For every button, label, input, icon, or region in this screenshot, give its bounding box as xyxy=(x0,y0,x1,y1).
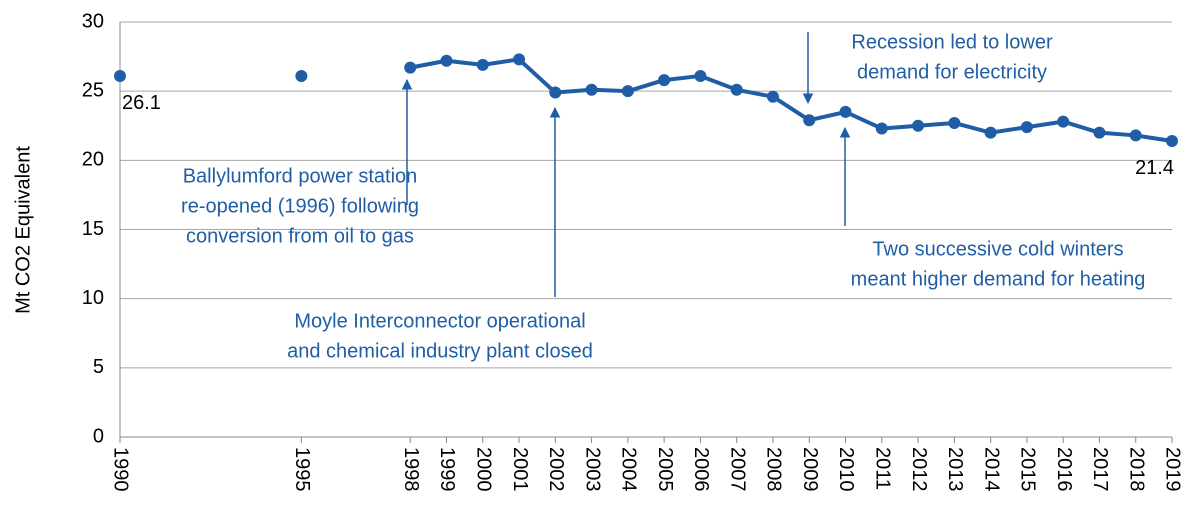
x-tick-label: 2008 xyxy=(763,447,785,492)
x-tick-label: 2014 xyxy=(980,447,1002,491)
annotation: and chemical industry plant closed xyxy=(287,340,593,362)
x-tick-label: 2011 xyxy=(872,447,894,490)
y-tick-label: 15 xyxy=(82,218,104,240)
data-label: 26.1 xyxy=(122,92,161,114)
y-axis-label: Mt CO2 Equivalent xyxy=(12,146,34,314)
data-point xyxy=(295,69,308,82)
data-point xyxy=(912,119,925,132)
x-tick-label: 2018 xyxy=(1125,447,1147,492)
annotation: re-opened (1996) following xyxy=(181,195,419,217)
data-point xyxy=(984,126,997,139)
annotation: Two successive cold winters xyxy=(872,238,1123,260)
data-point xyxy=(513,53,526,66)
x-tick-label: 1999 xyxy=(436,447,458,492)
y-tick-label: 25 xyxy=(82,79,104,101)
annotation: Recession led to lower xyxy=(851,31,1053,53)
data-point xyxy=(621,85,634,98)
data-point xyxy=(549,86,562,99)
x-tick-label: 2006 xyxy=(690,447,712,492)
data-label: 21.4 xyxy=(1135,157,1174,179)
x-tick-label: 2015 xyxy=(1017,447,1039,492)
data-point xyxy=(476,58,489,71)
data-point xyxy=(1129,129,1142,142)
annotation: demand for electricity xyxy=(857,61,1047,83)
x-tick-label: 2019 xyxy=(1162,447,1184,492)
y-tick-label: 30 xyxy=(82,10,104,32)
annotation: meant higher demand for heating xyxy=(851,268,1146,290)
x-tick-label: 1998 xyxy=(400,447,422,492)
data-point xyxy=(1020,121,1033,134)
y-tick-label: 5 xyxy=(93,356,104,378)
x-tick-label: 1995 xyxy=(291,447,313,492)
data-point xyxy=(948,116,961,129)
data-point xyxy=(875,122,888,135)
x-tick-label: 2007 xyxy=(726,447,748,492)
annotation: Ballylumford power station xyxy=(183,165,418,187)
x-tick-label: 1990 xyxy=(110,447,132,492)
data-point xyxy=(440,54,453,67)
x-tick-label: 2010 xyxy=(835,447,857,492)
data-point xyxy=(658,74,671,87)
data-point xyxy=(730,83,743,96)
data-point xyxy=(114,69,126,82)
annotation: conversion from oil to gas xyxy=(186,225,414,247)
x-tick-label: 2004 xyxy=(618,447,640,492)
data-point xyxy=(404,61,417,74)
annotation: Moyle Interconnector operational xyxy=(294,310,585,332)
x-tick-label: 2003 xyxy=(581,447,603,492)
y-tick-label: 0 xyxy=(93,425,104,447)
x-tick-label: 2017 xyxy=(1089,447,1111,492)
x-tick-label: 2000 xyxy=(472,447,494,492)
x-tick-label: 2013 xyxy=(944,447,966,492)
x-tick-label: 2005 xyxy=(654,447,676,492)
data-point xyxy=(766,90,779,103)
series-line xyxy=(409,57,1173,143)
x-tick-label: 2002 xyxy=(545,447,567,492)
data-point xyxy=(1057,115,1070,128)
x-tick-label: 2009 xyxy=(799,447,821,492)
x-tick-label: 2012 xyxy=(908,447,930,492)
x-tick-label: 2016 xyxy=(1053,447,1075,492)
y-tick-label: 20 xyxy=(82,149,104,171)
data-point xyxy=(1093,126,1106,139)
x-tick-label: 2001 xyxy=(509,447,531,492)
data-point xyxy=(803,114,816,127)
data-point xyxy=(839,105,852,118)
data-point xyxy=(1166,134,1178,147)
data-point xyxy=(694,69,707,82)
data-point xyxy=(585,83,598,96)
y-tick-label: 10 xyxy=(82,287,104,309)
